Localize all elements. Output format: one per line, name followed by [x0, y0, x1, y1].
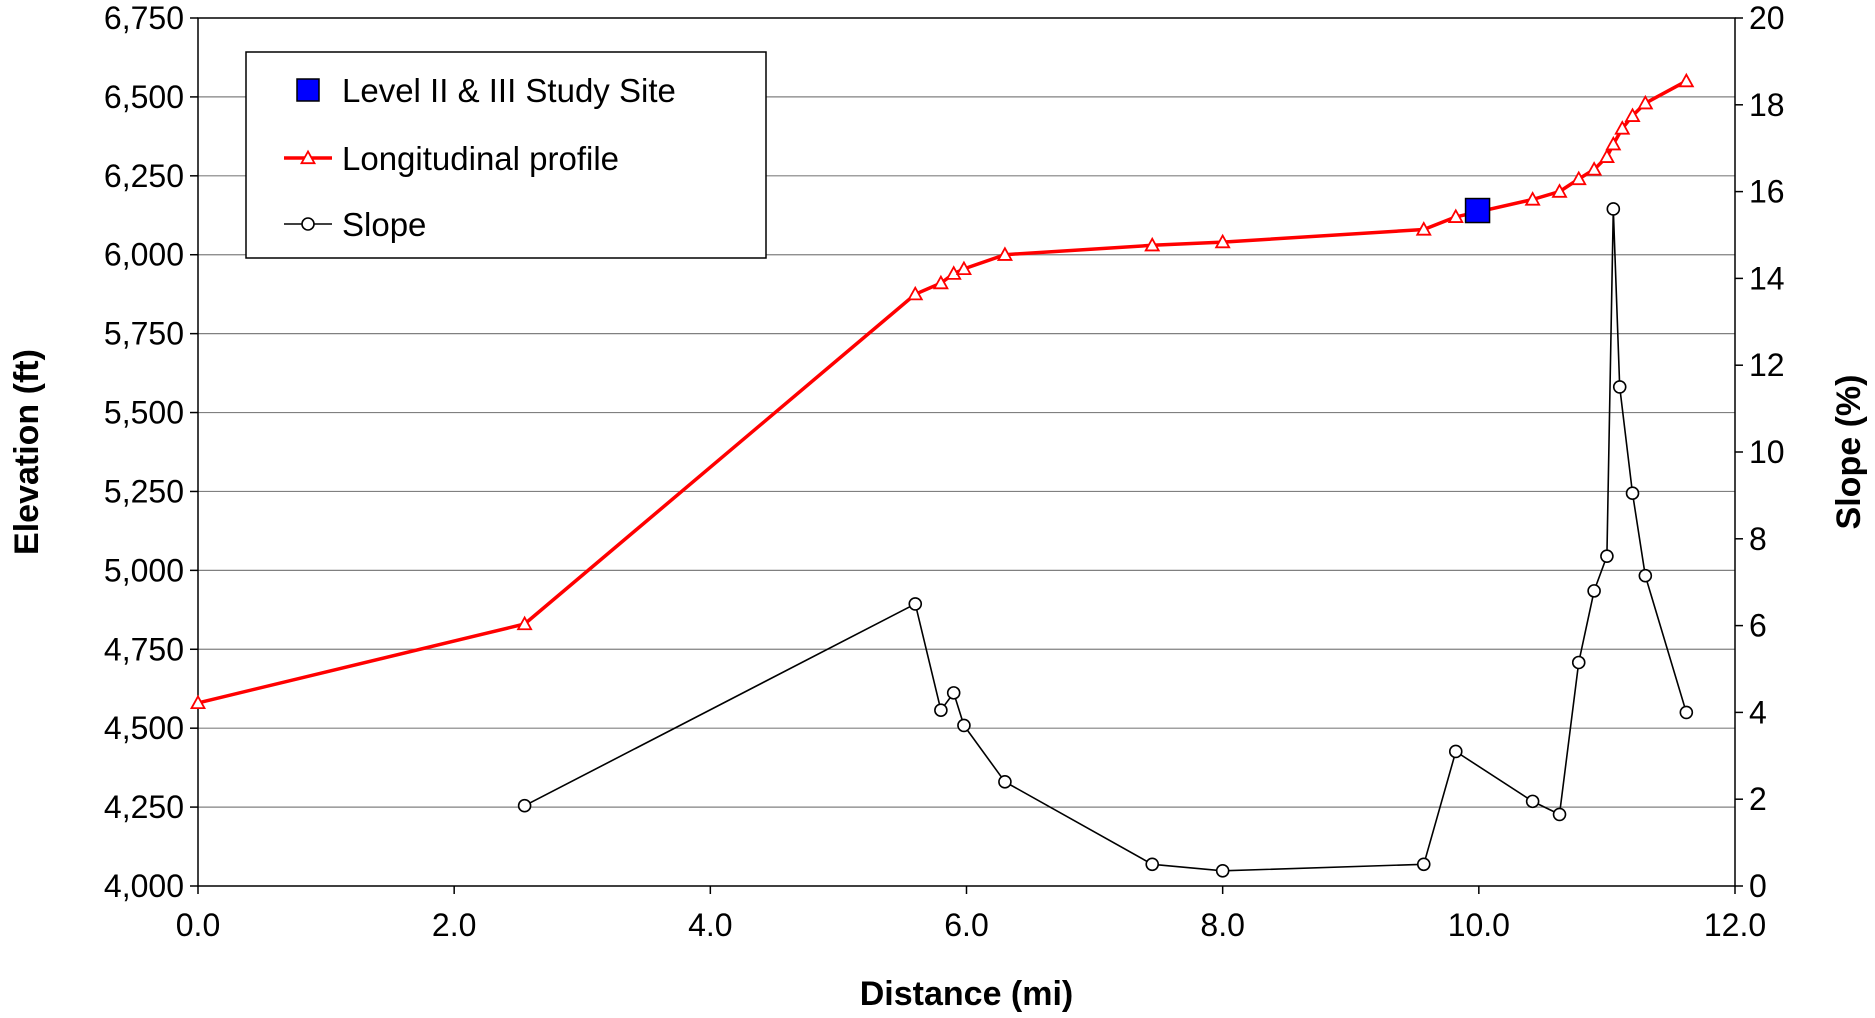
data-point-slope — [517, 798, 532, 813]
x-tick-label: 2.0 — [432, 907, 476, 943]
data-point-slope — [957, 718, 971, 733]
legend-box — [245, 51, 767, 259]
legend-circle-marker — [301, 217, 315, 231]
data-point-longitudinal-profile — [1678, 72, 1695, 88]
y-tick-label: 6,750 — [104, 0, 184, 36]
data-point-slope — [946, 686, 961, 700]
y2-tick-label: 14 — [1749, 260, 1785, 296]
data-point-longitudinal-profile — [996, 246, 1013, 261]
y2-tick-label: 8 — [1749, 521, 1767, 557]
data-point-slope — [1612, 380, 1627, 394]
y2-tick-label: 10 — [1749, 434, 1785, 470]
data-point-longitudinal-profile — [1614, 120, 1631, 135]
data-point-longitudinal-profile — [1415, 221, 1432, 236]
data-point-slope — [1571, 655, 1586, 670]
data-point-slope — [1638, 568, 1653, 583]
y-tick-label: 6,250 — [104, 158, 184, 194]
data-point-longitudinal-profile — [1637, 94, 1654, 110]
data-point-longitudinal-profile — [945, 265, 962, 280]
data-point-slope — [1606, 202, 1621, 216]
y-tick-label: 4,250 — [104, 789, 184, 825]
data-point-slope — [1679, 705, 1694, 720]
data-point-longitudinal-profile — [907, 285, 924, 301]
data-point-slope — [1215, 864, 1230, 878]
legend-marker-slope — [284, 217, 332, 231]
data-point-longitudinal-profile — [1214, 233, 1231, 249]
data-point-slope — [1600, 549, 1614, 563]
axes: 4,000 4,250 4,500 4,750 5,000 5,250 5,500 5,750… — [104, 0, 1785, 943]
series-slope — [517, 202, 1694, 878]
data-point-longitudinal-profile — [932, 274, 949, 290]
y-tick-label: 5,250 — [104, 473, 184, 509]
y2-tick-label: 6 — [1749, 608, 1767, 644]
y2-tick-label: 2 — [1749, 781, 1767, 817]
y-tick-label: 4,500 — [104, 710, 184, 746]
gridlines — [198, 96, 1735, 808]
y-tick-label: 6,500 — [104, 79, 184, 115]
x-axis-title: Distance (mi) — [860, 975, 1074, 1013]
data-point-longitudinal-profile — [1524, 191, 1541, 206]
legend-label-longitudinal-profile: Longitudinal profile — [342, 140, 619, 177]
data-point-level-ii-iii-study-site — [1464, 197, 1491, 224]
y-tick-label: 5,000 — [104, 552, 184, 588]
y2-axis-title: Slope (%) — [1830, 375, 1868, 530]
data-point-slope — [908, 597, 923, 611]
y-tick-label: 5,750 — [104, 316, 184, 352]
y-tick-label: 4,000 — [104, 868, 184, 904]
series-layer — [189, 72, 1695, 878]
series-longitudinal-profile — [189, 72, 1695, 710]
x-tick-label: 10.0 — [1448, 907, 1510, 943]
legend-label-slope: Slope — [342, 206, 426, 243]
data-point-slope — [1525, 794, 1540, 809]
y2-tick-label: 16 — [1749, 174, 1785, 210]
legend-square-marker — [296, 78, 320, 102]
x-tick-label: 12.0 — [1704, 907, 1766, 943]
data-point-slope — [998, 775, 1012, 789]
y2-tick-label: 0 — [1749, 868, 1767, 904]
data-point-slope — [1145, 857, 1160, 872]
y-tick-label: 4,750 — [104, 631, 184, 667]
data-point-slope — [1416, 857, 1431, 872]
data-point-longitudinal-profile — [1624, 107, 1641, 122]
x-tick-label: 0.0 — [176, 907, 220, 943]
data-point-longitudinal-profile — [1551, 183, 1568, 198]
data-point-longitudinal-profile — [1586, 161, 1603, 176]
series-line-slope — [524, 208, 1688, 872]
x-tick-label: 8.0 — [1200, 907, 1244, 943]
data-point-slope — [1625, 486, 1640, 501]
data-point-longitudinal-profile — [516, 615, 533, 631]
data-point-slope — [934, 703, 948, 718]
legend-marker-study-site — [296, 78, 320, 102]
y2-tick-label: 20 — [1749, 0, 1785, 36]
data-point-slope — [1448, 744, 1463, 759]
legend-marker-longitudinal-profile — [284, 149, 332, 165]
data-point-longitudinal-profile — [955, 260, 972, 276]
legend-triangle-marker — [299, 149, 317, 165]
x-tick-label: 4.0 — [688, 907, 732, 943]
data-point-slope — [1552, 807, 1567, 822]
data-point-longitudinal-profile — [1605, 135, 1622, 151]
x-tick-label: 6.0 — [944, 907, 988, 943]
data-point-slope — [1587, 584, 1601, 598]
data-point-longitudinal-profile — [1570, 170, 1587, 186]
legend: Level II & III Study Site Longitudinal p… — [245, 51, 767, 259]
y2-tick-label: 18 — [1749, 87, 1785, 123]
y-tick-label: 6,000 — [104, 237, 184, 273]
y2-tick-label: 12 — [1749, 347, 1785, 383]
y-axis-title: Elevation (ft) — [8, 349, 46, 555]
data-point-longitudinal-profile — [189, 694, 207, 710]
data-point-longitudinal-profile — [1598, 148, 1615, 163]
data-point-longitudinal-profile — [1144, 236, 1161, 252]
legend-label-study-site: Level II & III Study Site — [342, 72, 676, 109]
series-level-ii-iii-study-site — [1464, 197, 1491, 224]
data-point-longitudinal-profile — [1447, 208, 1464, 223]
y-tick-label: 5,500 — [104, 395, 184, 431]
y2-tick-label: 4 — [1749, 694, 1767, 730]
